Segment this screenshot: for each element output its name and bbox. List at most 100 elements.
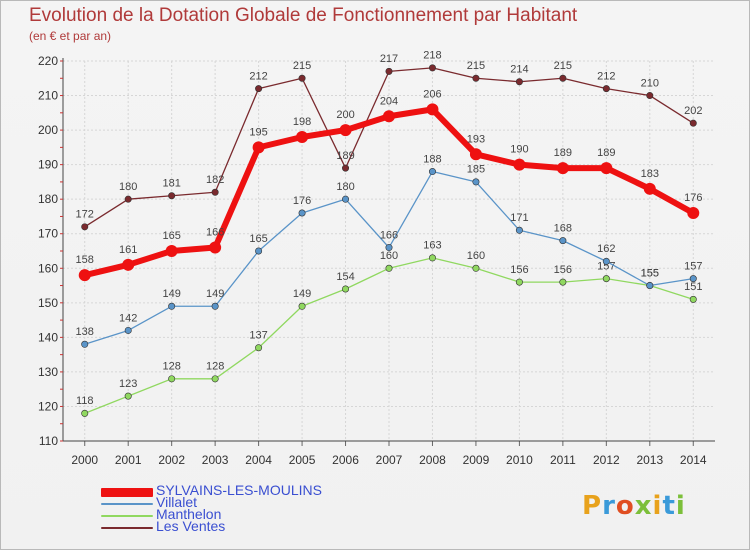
data-label-villalet: 166	[380, 229, 398, 241]
data-label-sylvains-les-moulins: 195	[249, 126, 267, 138]
y-tick-label: 150	[38, 296, 58, 310]
data-point-sylvains-les-moulins	[600, 162, 613, 175]
data-label-les-ventes: 217	[380, 53, 398, 65]
data-point-manthelon	[298, 302, 306, 310]
data-label-manthelon: 154	[336, 271, 354, 283]
data-point-les-ventes	[559, 74, 567, 82]
data-point-manthelon	[385, 264, 393, 272]
y-tick-label: 180	[38, 192, 58, 206]
data-label-sylvains-les-moulins: 204	[380, 95, 398, 107]
x-tick-label: 2010	[506, 453, 533, 467]
y-tick-label: 130	[38, 365, 58, 379]
data-point-villalet	[515, 226, 523, 234]
logo-letter: i	[675, 491, 686, 521]
data-point-manthelon	[124, 392, 132, 400]
legend-swatch	[101, 515, 153, 517]
data-point-villalet	[602, 257, 610, 265]
y-tick-label: 200	[38, 123, 58, 137]
data-label-villalet: 149	[162, 288, 180, 300]
data-point-sylvains-les-moulins	[78, 269, 91, 282]
legend-swatch	[101, 503, 153, 505]
data-point-sylvains-les-moulins	[513, 158, 526, 171]
data-label-villalet: 176	[293, 195, 311, 207]
data-point-les-ventes	[124, 195, 132, 203]
data-label-manthelon: 163	[423, 240, 441, 252]
data-label-manthelon: 151	[684, 281, 702, 293]
y-tick-label: 170	[38, 227, 58, 241]
data-label-les-ventes: 180	[119, 181, 137, 193]
data-label-manthelon: 155	[641, 267, 659, 279]
data-label-villalet: 157	[684, 260, 702, 272]
data-label-sylvains-les-moulins: 176	[684, 192, 702, 204]
data-label-les-ventes: 181	[162, 178, 180, 190]
data-point-villalet	[298, 209, 306, 217]
x-tick-label: 2009	[463, 453, 490, 467]
data-label-manthelon: 123	[119, 378, 137, 390]
y-tick-label: 160	[38, 261, 58, 275]
x-tick-label: 2007	[376, 453, 403, 467]
legend-label: Les Ventes	[156, 518, 226, 534]
y-tick-label: 120	[38, 399, 58, 413]
data-label-sylvains-les-moulins: 198	[293, 116, 311, 128]
data-label-villalet: 188	[423, 153, 441, 165]
data-point-manthelon	[168, 375, 176, 383]
data-label-sylvains-les-moulins: 206	[423, 88, 441, 100]
x-tick-label: 2013	[636, 453, 663, 467]
data-point-sylvains-les-moulins	[296, 131, 309, 143]
x-tick-label: 2012	[593, 453, 620, 467]
data-point-villalet	[168, 302, 176, 310]
legend-label: SYLVAINS-LES-MOULINS	[156, 482, 322, 498]
data-label-les-ventes: 215	[467, 60, 485, 72]
data-label-les-ventes: 215	[554, 60, 572, 72]
data-label-les-ventes: 210	[641, 77, 659, 89]
data-label-sylvains-les-moulins: 165	[162, 230, 180, 242]
data-point-sylvains-les-moulins	[556, 162, 569, 175]
data-point-les-ventes	[428, 64, 436, 72]
chart-subtitle: (en € et par an)	[29, 29, 112, 43]
data-point-sylvains-les-moulins	[122, 258, 135, 271]
x-tick-label: 2004	[245, 453, 272, 467]
data-label-villalet: 155	[641, 267, 659, 279]
data-point-sylvains-les-moulins	[687, 207, 700, 219]
logo-letter: r	[602, 491, 616, 521]
data-label-les-ventes: 215	[293, 60, 311, 72]
logo-letter: x	[634, 491, 653, 521]
data-label-les-ventes: 172	[76, 209, 94, 221]
y-tick-label: 140	[38, 330, 58, 344]
data-label-les-ventes: 189	[336, 150, 354, 162]
x-tick-label: 2008	[419, 453, 446, 467]
data-label-manthelon: 156	[554, 264, 572, 276]
x-tick-label: 2003	[202, 453, 229, 467]
data-label-villalet: 142	[119, 312, 137, 324]
data-point-villalet	[342, 195, 350, 203]
data-label-sylvains-les-moulins: 183	[641, 168, 659, 180]
data-label-manthelon: 118	[76, 395, 94, 407]
data-label-manthelon: 156	[510, 264, 528, 276]
x-tick-label: 2014	[680, 453, 707, 467]
data-point-villalet	[428, 168, 436, 176]
data-point-les-ventes	[689, 119, 697, 127]
data-point-manthelon	[211, 375, 219, 383]
data-point-les-ventes	[81, 223, 89, 231]
data-label-manthelon: 128	[162, 361, 180, 373]
data-point-les-ventes	[602, 85, 610, 93]
data-point-sylvains-les-moulins	[252, 141, 265, 154]
data-point-sylvains-les-moulins	[469, 148, 482, 161]
data-point-les-ventes	[211, 188, 219, 196]
data-point-manthelon	[689, 295, 697, 303]
legend-label: Villalet	[156, 494, 197, 510]
chart-title: Evolution de la Dotation Globale de Fonc…	[29, 5, 578, 26]
data-label-les-ventes: 202	[684, 105, 702, 117]
data-label-les-ventes: 182	[206, 174, 224, 186]
data-point-villalet	[472, 178, 480, 186]
x-tick-label: 2001	[115, 453, 142, 467]
data-point-les-ventes	[168, 192, 176, 200]
data-label-les-ventes: 212	[597, 70, 615, 82]
data-label-les-ventes: 214	[510, 64, 528, 76]
data-label-villalet: 185	[467, 164, 485, 176]
data-point-villalet	[81, 340, 89, 348]
x-tick-label: 2006	[332, 453, 359, 467]
data-label-les-ventes: 218	[423, 50, 441, 62]
